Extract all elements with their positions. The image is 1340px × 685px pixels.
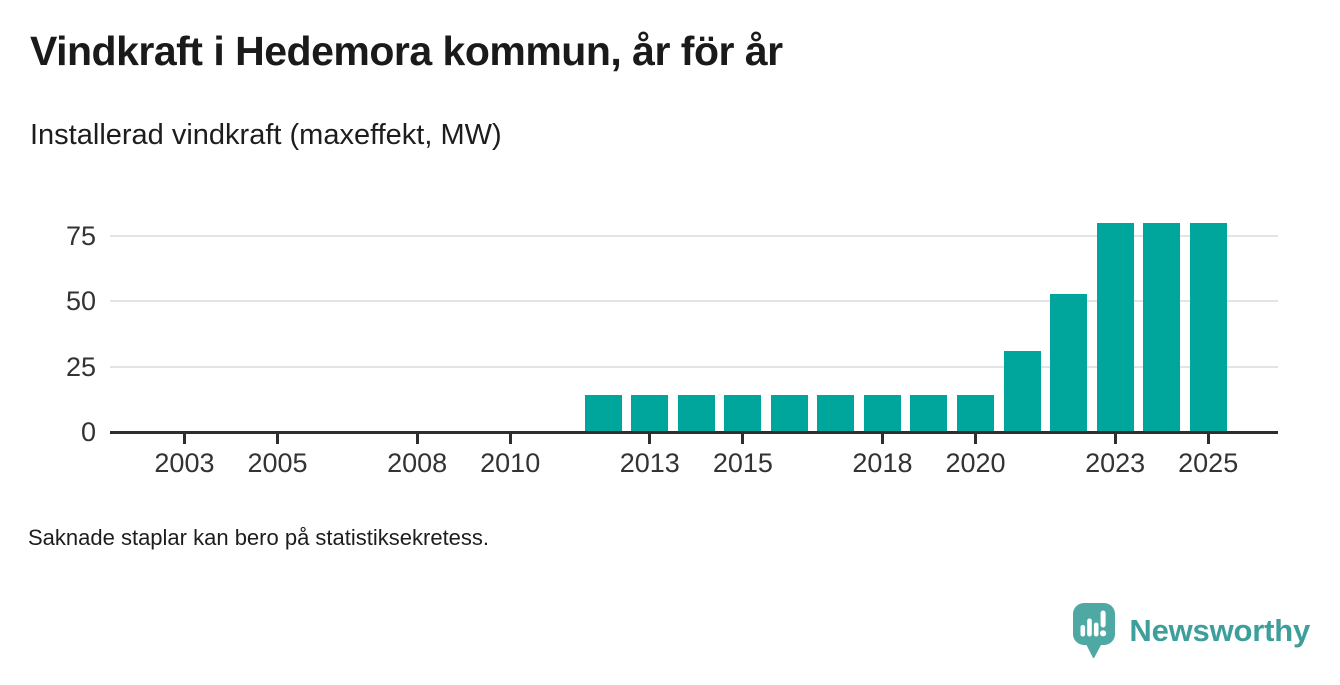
x-tick-2018 (880, 432, 884, 444)
x-tick-2010 (508, 432, 512, 444)
x-tick-label-2008: 2008 (387, 448, 448, 478)
x-axis-line (110, 430, 1278, 434)
newsworthy-logo-icon (1073, 603, 1116, 658)
newsworthy-branding: Newsworthy (1072, 602, 1310, 659)
bar-2016 (770, 395, 808, 432)
x-tick-2008 (415, 432, 419, 444)
x-tick-label-2020: 2020 (945, 448, 1006, 478)
x-tick-label-2010: 2010 (480, 448, 541, 478)
y-tick-label-25: 25 (65, 351, 96, 382)
chart-subtitle: Installerad vindkraft (maxeffekt, MW) (30, 119, 502, 151)
bar-2018 (863, 395, 901, 432)
x-tick-2003 (182, 432, 186, 444)
gridline-50 (110, 300, 1278, 303)
gridline-75 (110, 235, 1278, 238)
x-tick-label-2013: 2013 (619, 448, 680, 478)
bar-2013 (631, 395, 669, 432)
chart-footnote: Saknade staplar kan bero på statistiksek… (28, 525, 490, 550)
bar-2019 (910, 395, 948, 432)
bar-2025 (1189, 223, 1227, 432)
x-tick-label-2018: 2018 (852, 448, 913, 478)
x-tick-label-2023: 2023 (1085, 448, 1146, 478)
bar-2012 (584, 395, 622, 432)
newsworthy-logo-text: Newsworthy (1129, 612, 1310, 648)
chart-title: Vindkraft i Hedemora kommun, år för år (30, 28, 783, 74)
x-tick-label-2003: 2003 (154, 448, 215, 478)
gridline-25 (110, 365, 1278, 368)
bar-2017 (817, 395, 855, 432)
bar-2015 (724, 395, 762, 432)
y-tick-label-75: 75 (65, 221, 96, 252)
x-tick-2015 (741, 432, 745, 444)
bar-2022 (1050, 293, 1088, 432)
x-tick-label-2025: 2025 (1178, 448, 1239, 478)
x-tick-2023 (1113, 432, 1117, 444)
x-tick-label-2015: 2015 (712, 448, 773, 478)
x-tick-2013 (648, 432, 652, 444)
bar-2023 (1096, 223, 1134, 432)
bar-2014 (677, 395, 715, 432)
bar-2024 (1143, 223, 1181, 432)
x-tick-label-2005: 2005 (247, 448, 308, 478)
y-tick-label-50: 50 (65, 286, 96, 317)
x-tick-2025 (1206, 432, 1210, 444)
bar-2021 (1003, 351, 1041, 432)
x-tick-2020 (974, 432, 978, 444)
x-tick-2005 (276, 432, 280, 444)
bar-2020 (957, 395, 995, 432)
y-tick-label-0: 0 (80, 417, 96, 447)
